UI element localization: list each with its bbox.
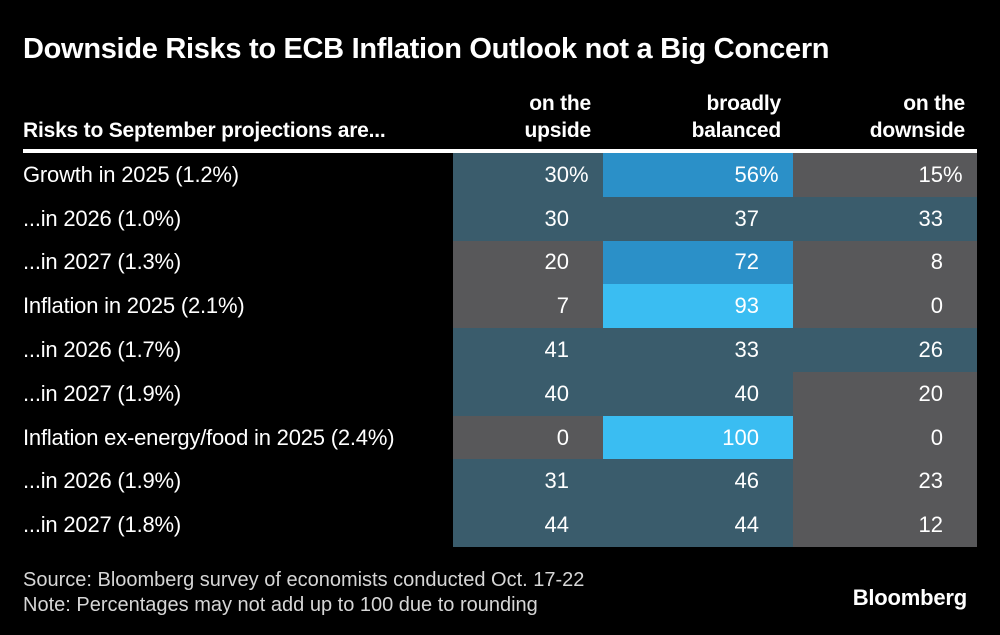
- cell-value: 46: [734, 468, 759, 494]
- table-body: Growth in 2025 (1.2%) 30% 56% 15% ...in 2026…: [23, 153, 977, 548]
- table-row: ...in 2026 (1.7%) 41 33 26: [23, 328, 977, 372]
- value-cell: 37: [603, 196, 793, 241]
- value-cell: 46: [603, 459, 793, 504]
- column-header-line: on the: [529, 92, 591, 115]
- value-cell: 33: [603, 328, 793, 372]
- value-cell: 30: [453, 196, 603, 241]
- percent-suffix: %: [759, 161, 779, 187]
- cell-value: 44: [544, 512, 569, 538]
- table-row: ...in 2027 (1.9%) 40 40 20: [23, 371, 977, 416]
- column-header-downside: on the downside: [793, 90, 977, 144]
- value-cell: 0: [793, 284, 977, 329]
- cell-value: 40: [544, 380, 569, 406]
- cell-value: 41: [544, 337, 569, 363]
- value-cell: 0: [793, 415, 977, 460]
- table-row: ...in 2027 (1.3%) 20 72 8: [23, 240, 977, 285]
- table-row: Growth in 2025 (1.2%) 30% 56% 15%: [23, 153, 977, 197]
- cell-value: 12: [918, 512, 943, 538]
- column-header-upside: on the upside: [453, 90, 603, 144]
- column-header-line: upside: [524, 119, 592, 142]
- cell-value: 33: [918, 205, 943, 231]
- row-label: ...in 2027 (1.8%): [23, 503, 453, 548]
- cell-value: 8: [930, 249, 943, 275]
- cell-value: 0: [556, 424, 569, 450]
- cell-value: 56: [734, 161, 759, 187]
- cell-value: 15: [918, 161, 943, 187]
- value-cell: 26: [793, 328, 977, 372]
- cell-value: 100: [722, 424, 759, 450]
- value-cell: 100: [603, 415, 793, 460]
- row-label: Inflation in 2025 (2.1%): [23, 284, 453, 329]
- value-cell: 30%: [453, 153, 603, 197]
- column-header-line: downside: [869, 119, 965, 142]
- table-row: ...in 2026 (1.9%) 31 46 23: [23, 459, 977, 504]
- value-cell: 15%: [793, 153, 977, 197]
- header-rule: [23, 149, 977, 153]
- value-cell: 20: [453, 240, 603, 285]
- cell-value: 26: [918, 337, 943, 363]
- row-label: Inflation ex-energy/food in 2025 (2.4%): [23, 415, 453, 460]
- value-cell: 7: [453, 284, 603, 329]
- cell-value: 30: [544, 161, 569, 187]
- source-note: Source: Bloomberg survey of economists c…: [23, 569, 585, 591]
- rounding-note: Note: Percentages may not add up to 100 …: [23, 594, 538, 616]
- row-label: ...in 2026 (1.7%): [23, 328, 453, 372]
- cell-value: 31: [544, 468, 569, 494]
- row-label: ...in 2027 (1.3%): [23, 240, 453, 285]
- table-row: ...in 2027 (1.8%) 44 44 12: [23, 503, 977, 548]
- value-cell: 33: [793, 196, 977, 241]
- cell-value: 0: [930, 424, 943, 450]
- cell-value: 93: [734, 293, 759, 319]
- cell-value: 30: [544, 205, 569, 231]
- value-cell: 44: [603, 503, 793, 548]
- column-header-line: on the: [903, 92, 965, 115]
- value-cell: 40: [453, 371, 603, 416]
- value-cell: 12: [793, 503, 977, 548]
- chart-title: Downside Risks to ECB Inflation Outlook …: [23, 33, 830, 65]
- cell-value: 44: [734, 512, 759, 538]
- column-header-line: broadly: [706, 92, 782, 115]
- value-cell: 23: [793, 459, 977, 504]
- row-header-label: Risks to September projections are...: [23, 119, 386, 142]
- value-cell: 41: [453, 328, 603, 372]
- value-cell: 20: [793, 371, 977, 416]
- value-cell: 0: [453, 415, 603, 460]
- cell-value: 20: [544, 249, 569, 275]
- value-cell: 8: [793, 240, 977, 285]
- cell-value: 72: [734, 249, 759, 275]
- value-cell: 56%: [603, 153, 793, 197]
- cell-value: 0: [930, 293, 943, 319]
- value-cell: 72: [603, 240, 793, 285]
- percent-suffix: %: [943, 161, 963, 187]
- cell-value: 33: [734, 337, 759, 363]
- value-cell: 31: [453, 459, 603, 504]
- value-cell: 44: [453, 503, 603, 548]
- cell-value: 7: [556, 293, 569, 319]
- bloomberg-logo: Bloomberg: [852, 585, 968, 610]
- value-cell: 93: [603, 284, 793, 329]
- cell-value: 23: [918, 468, 943, 494]
- column-header-line: balanced: [691, 119, 782, 142]
- cell-value: 20: [918, 380, 943, 406]
- table-row: Inflation in 2025 (2.1%) 7 93 0: [23, 284, 977, 329]
- percent-suffix: %: [569, 161, 589, 187]
- cell-value: 40: [734, 380, 759, 406]
- table-row: Inflation ex-energy/food in 2025 (2.4%) 0…: [23, 415, 977, 460]
- column-header-balanced: broadly balanced: [603, 90, 793, 144]
- table-header-row: Risks to September projections are... on…: [23, 86, 977, 144]
- table-row: ...in 2026 (1.0%) 30 37 33: [23, 196, 977, 241]
- row-label: ...in 2026 (1.0%): [23, 196, 453, 241]
- row-label: ...in 2027 (1.9%): [23, 371, 453, 416]
- row-label: Growth in 2025 (1.2%): [23, 153, 453, 197]
- value-cell: 40: [603, 371, 793, 416]
- cell-value: 37: [734, 205, 759, 231]
- row-label: ...in 2026 (1.9%): [23, 459, 453, 504]
